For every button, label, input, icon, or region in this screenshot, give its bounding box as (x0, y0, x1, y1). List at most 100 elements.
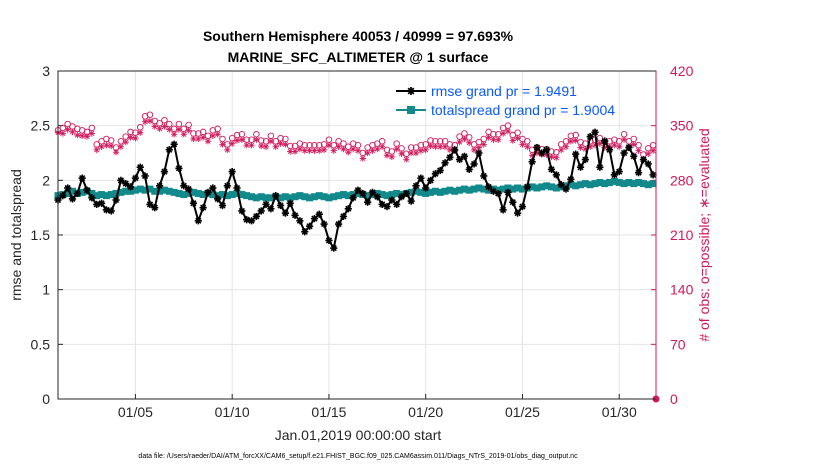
obs-evaluated-point (596, 140, 604, 147)
totalspread-point (175, 189, 183, 197)
rmse-point (112, 196, 120, 204)
rmse-point (136, 163, 144, 171)
rmse-point (262, 200, 270, 208)
right-tick-label: 0 (670, 391, 678, 407)
totalspread-point (567, 181, 575, 189)
rmse-point (247, 217, 256, 225)
rmse-point (639, 155, 648, 164)
totalspread-point (136, 185, 144, 193)
rmse-point (204, 188, 212, 196)
totalspread-point (572, 182, 580, 190)
totalspread-point (286, 194, 294, 202)
totalspread-point (78, 188, 86, 196)
obs-evaluated-point (146, 117, 154, 125)
rmse-point (272, 192, 280, 200)
series-rmse (54, 128, 657, 252)
rmse-point (189, 199, 198, 207)
obs-evaluated-point (161, 123, 168, 130)
rmse-point (199, 204, 207, 212)
totalspread-point (427, 188, 435, 196)
obs-evaluated-point (412, 149, 420, 157)
totalspread-point (339, 191, 347, 199)
obs-evaluated-point (291, 148, 299, 155)
rmse-point (397, 193, 406, 201)
rmse-point (228, 167, 236, 176)
rmse-point (426, 176, 435, 184)
obs-evaluated-point (567, 138, 575, 145)
obs-evaluated-point (417, 147, 425, 154)
obs-evaluated-point (499, 130, 507, 137)
rmse-point (364, 198, 372, 206)
totalspread-point (277, 194, 285, 202)
obs-evaluated-point (219, 141, 226, 148)
rmse-point (581, 155, 589, 164)
totalspread-point (107, 191, 115, 199)
obs-evaluated-point (509, 137, 516, 144)
totalspread-point (146, 185, 154, 193)
rmse-point (518, 202, 527, 211)
totalspread-point (610, 177, 618, 185)
rmse-point (596, 163, 604, 171)
obs-evaluated-point (127, 134, 134, 141)
obs-evaluated-point (262, 143, 270, 150)
rmse-point (160, 167, 169, 176)
x-tick-label: 01/30 (602, 404, 637, 420)
rmse-point (88, 194, 96, 202)
totalspread-point (112, 189, 120, 197)
totalspread-point (514, 184, 522, 192)
rmse-point (170, 140, 178, 148)
totalspread-point (518, 185, 526, 193)
obs-evaluated-point (204, 138, 212, 145)
rmse-point (509, 198, 517, 206)
right-tick-label: 420 (670, 63, 694, 79)
data-file-footer: data file: /Users/raeder/DAI/ATM_forcXX/… (138, 453, 578, 460)
totalspread-point (160, 186, 168, 194)
rmse-point (620, 149, 628, 157)
rmse-point (223, 182, 231, 190)
rmse-point (267, 205, 275, 213)
obs-evaluated-point (83, 133, 91, 140)
totalspread-point (475, 184, 483, 192)
rmse-point (320, 220, 328, 228)
rmse-point (533, 143, 541, 152)
rmse-point (359, 189, 367, 198)
totalspread-point (141, 186, 149, 194)
obs-evaluated-point (112, 149, 120, 156)
right-tick-label: 210 (670, 227, 694, 243)
totalspread-point (335, 192, 343, 200)
obs-possible-point (146, 111, 154, 118)
totalspread-point (480, 185, 488, 193)
obs-evaluated-point (524, 143, 531, 150)
right-axis-ticks: 0 70 140 210 280 350 420 (651, 63, 694, 407)
rmse-point (233, 184, 241, 192)
obs-evaluated-point (98, 143, 105, 150)
x-tick-label: 01/10 (215, 404, 250, 420)
rmse-point (591, 128, 599, 136)
totalspread-point (577, 181, 585, 189)
rmse-point (276, 201, 285, 210)
legend-totalspread-label: totalspread grand pr = 1.9004 (431, 102, 615, 118)
totalspread-point (412, 187, 420, 195)
rmse-point (446, 153, 454, 161)
totalspread-point (470, 185, 478, 193)
rmse-point (412, 182, 420, 190)
legend-rmse-marker (407, 87, 415, 95)
rmse-point (349, 194, 357, 202)
rmse-point (567, 175, 575, 183)
rmse-point (180, 182, 188, 190)
totalspread-point (431, 187, 439, 195)
totalspread-point (223, 192, 231, 200)
obs-evaluated-point (122, 138, 129, 146)
totalspread-point (218, 191, 226, 199)
obs-evaluated-point (403, 156, 410, 163)
totalspread-point (243, 192, 251, 200)
rmse-point (107, 207, 115, 215)
totalspread-point (248, 193, 256, 201)
obs-evaluated-point (645, 150, 652, 157)
totalspread-point (344, 192, 352, 200)
obs-evaluated-point (378, 143, 386, 150)
obs-evaluated-point (170, 131, 178, 138)
totalspread-point (417, 188, 425, 196)
rmse-point (175, 164, 183, 172)
right-tick-label: 70 (670, 336, 686, 352)
